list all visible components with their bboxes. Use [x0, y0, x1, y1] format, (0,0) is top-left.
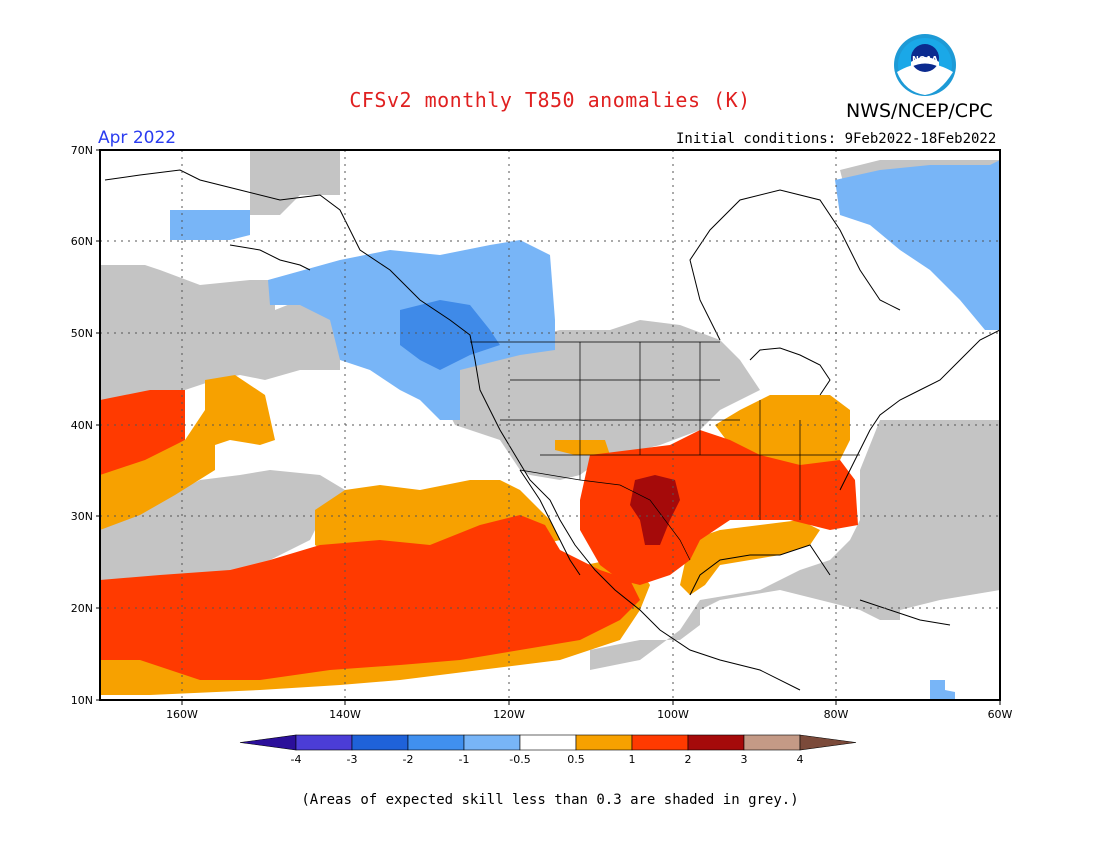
orange-gulf — [680, 520, 820, 595]
grey-central-america — [590, 420, 1000, 670]
orange-southwest — [555, 440, 610, 455]
legend-label: -2 — [403, 753, 414, 766]
month-label: Apr 2022 — [98, 128, 177, 148]
legend-label: 3 — [741, 753, 748, 766]
red-pacific-band — [100, 515, 640, 680]
lon-axis: 160W 140W 120W 100W 80W 60W — [166, 700, 1013, 721]
legend-swatch — [239, 734, 297, 751]
lat-label: 50N — [71, 327, 93, 340]
lat-axis: 70N 60N 50N 40N 30N 20N 10N — [71, 144, 100, 707]
legend-label: -4 — [291, 753, 302, 766]
blue-small — [930, 680, 955, 700]
coastlines — [104, 169, 1000, 691]
lat-label: 30N — [71, 510, 93, 523]
legend-label: 1 — [629, 753, 636, 766]
grey-west-us — [440, 320, 760, 480]
orange-pacific — [100, 375, 275, 530]
lon-label: 140W — [329, 708, 361, 721]
blue-bc — [400, 300, 500, 370]
legend-label: 4 — [797, 753, 804, 766]
lon-label: 100W — [657, 708, 689, 721]
agency-label: NWS/NCEP/CPC — [846, 100, 993, 122]
legend-swatch — [295, 734, 353, 751]
borders — [470, 341, 860, 561]
legend-swatch — [743, 734, 801, 751]
map-title: CFSv2 monthly T850 anomalies (K) — [349, 88, 751, 112]
graticule — [100, 150, 1000, 700]
footnote: (Areas of expected skill less than 0.3 a… — [301, 792, 799, 808]
lat-label: 10N — [71, 694, 93, 707]
color-legend: -4 -3 -2 -1 -0.5 0.5 1 2 3 4 — [239, 734, 857, 766]
grey-atlantic — [860, 520, 1000, 590]
legend-swatch — [687, 734, 745, 751]
legend-label: -0.5 — [509, 753, 530, 766]
lon-label: 60W — [988, 708, 1013, 721]
red-south-us — [580, 430, 858, 585]
lon-label: 80W — [824, 708, 849, 721]
legend-label: 0.5 — [567, 753, 585, 766]
legend-swatch — [575, 734, 633, 751]
legend-swatch — [519, 734, 577, 751]
red-pacific-nw-corner — [100, 390, 185, 475]
legend-label: 2 — [685, 753, 692, 766]
logo-text: NOAA — [912, 55, 938, 64]
legend-label: -3 — [347, 753, 358, 766]
lon-label: 160W — [166, 708, 198, 721]
grey-pacific-central — [100, 470, 350, 580]
legend-swatch — [799, 734, 857, 751]
lat-label: 20N — [71, 602, 93, 615]
lat-label: 70N — [71, 144, 93, 157]
legend-swatch — [351, 734, 409, 751]
lat-label: 40N — [71, 419, 93, 432]
lon-label: 120W — [493, 708, 525, 721]
legend-swatch — [463, 734, 521, 751]
darkred-texas — [630, 475, 680, 545]
legend-label: -1 — [459, 753, 470, 766]
grey-pacific-top — [250, 150, 340, 215]
noaa-logo: NOAA — [894, 34, 956, 96]
legend-swatch — [631, 734, 689, 751]
lat-label: 60N — [71, 235, 93, 248]
blue-labrador — [835, 160, 1000, 330]
legend-swatch — [407, 734, 465, 751]
initial-conditions: Initial conditions: 9Feb2022-18Feb2022 — [676, 131, 997, 147]
blue-alaska — [170, 210, 250, 240]
